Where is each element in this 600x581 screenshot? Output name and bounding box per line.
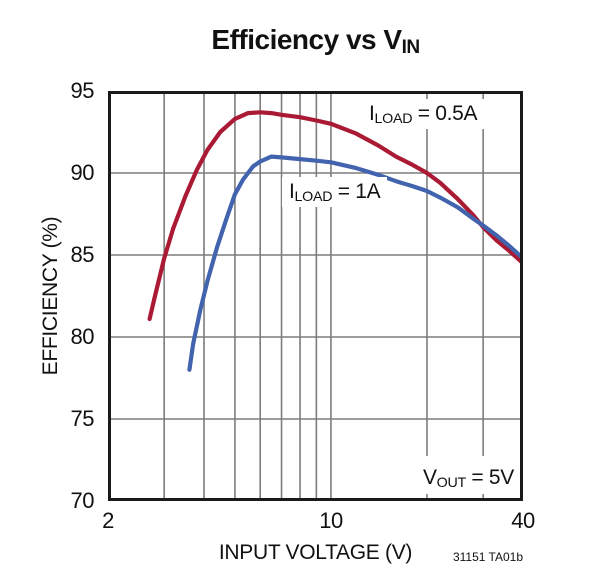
legend-0-post: = 0.5A: [412, 102, 478, 125]
chart-title-subscript: IN: [401, 37, 421, 59]
vout-annotation: VOUT = 5V: [410, 456, 518, 494]
x-tick-label: 2: [102, 508, 114, 533]
legend-1-pre: I: [289, 180, 295, 203]
chart-title-text: Efficiency vs V: [211, 24, 402, 55]
plot-border: [108, 91, 523, 501]
chart-title: Efficiency vs VIN: [108, 24, 523, 59]
legend-0-sub: LOAD: [374, 111, 413, 128]
plot-area: [108, 91, 523, 501]
footnote-part-number: 31151 TA01b: [452, 550, 523, 564]
legend-label-iload-05a: ILOAD = 0.5A: [362, 99, 485, 129]
annotation-post: = 5V: [465, 466, 514, 489]
y-tick-label: 90: [70, 160, 95, 185]
y-tick-label: 85: [70, 242, 95, 267]
curve-iload-1a: [187, 154, 523, 372]
legend-label-iload-1a: ILOAD = 1A: [282, 177, 388, 207]
x-tick-label: 10: [319, 508, 343, 533]
y-tick-label: 70: [70, 488, 95, 513]
y-tick-label: 95: [70, 78, 95, 103]
legend-1-sub: LOAD: [294, 189, 333, 206]
annotation-pre: V: [422, 466, 437, 489]
y-axis-title: EFFICIENCY (%): [39, 216, 62, 376]
annotation-sub: OUT: [436, 475, 467, 492]
y-tick-label: 80: [70, 324, 95, 349]
x-tick-label: 40: [511, 508, 535, 533]
x-axis-title: INPUT VOLTAGE (V): [218, 541, 413, 564]
legend-1-post: = 1A: [332, 180, 381, 203]
legend-0-pre: I: [369, 102, 375, 125]
y-tick-label: 75: [70, 406, 95, 431]
curve-iload-0-5a: [147, 110, 523, 322]
